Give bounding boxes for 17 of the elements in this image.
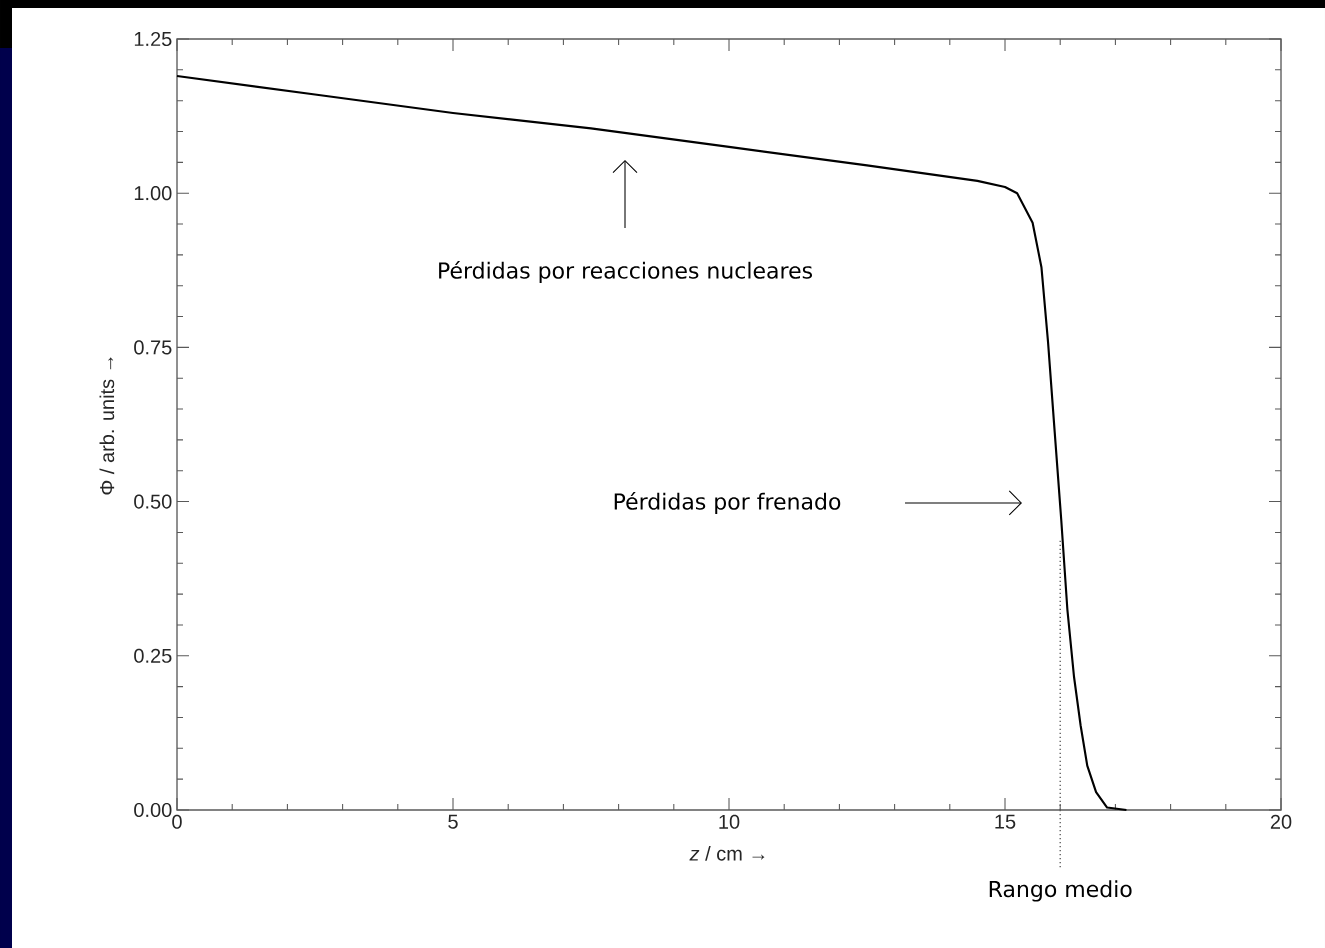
y-tick-label: 0.50 [134, 494, 172, 509]
y-tick-label: 0.00 [134, 802, 172, 818]
y-tick-label: 1.00 [134, 186, 172, 201]
annotation: Pérdidas por frenado [614, 491, 841, 515]
x-tick-label: 10 [719, 814, 740, 829]
x-tick-label: 0 [172, 814, 182, 829]
x-tick-label: 5 [448, 814, 458, 829]
ref-line-label: Rango medio [989, 880, 1132, 902]
x-tick-label: 15 [995, 814, 1016, 829]
annotation: Pérdidas por reacciones nucleares [439, 260, 813, 284]
y-axis-title: Φ / arb. units → [99, 357, 115, 495]
line-series [175, 74, 1128, 812]
y-tick-label: 0.25 [134, 648, 172, 663]
y-tick-label: 1.25 [134, 31, 172, 47]
y-tick-label: 0.75 [134, 340, 172, 355]
x-tick-label: 20 [1270, 814, 1292, 829]
x-axis-title: z / cm → [689, 846, 765, 861]
